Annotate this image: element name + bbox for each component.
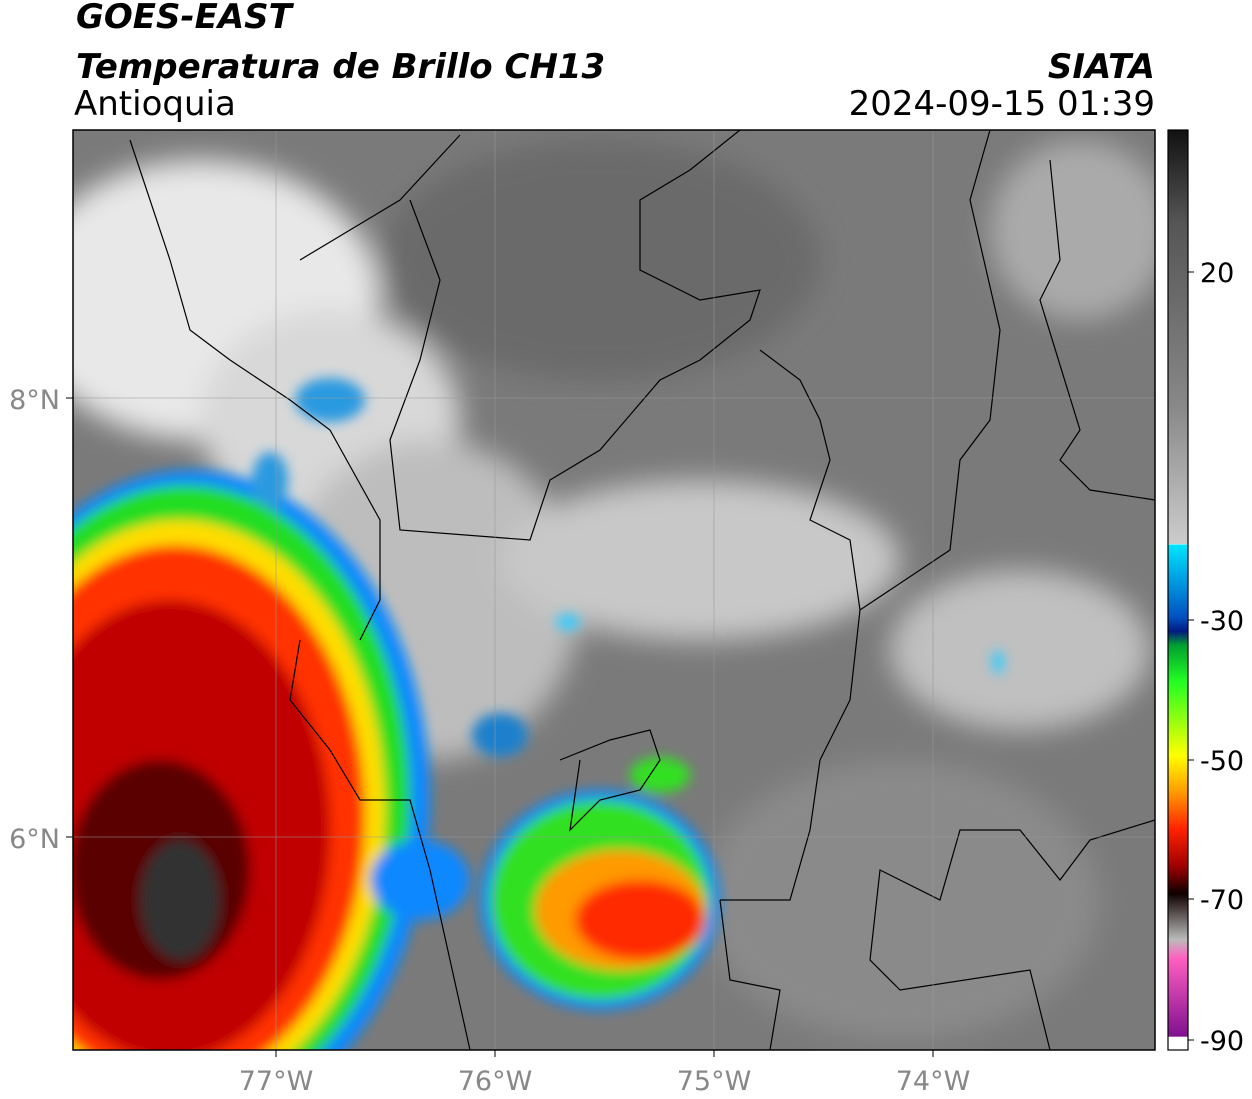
satellite-image bbox=[73, 130, 1155, 1050]
lon-label: 77°W bbox=[239, 1066, 314, 1097]
lat-label: 6°N bbox=[9, 824, 60, 855]
timestamp: 2024-09-15 01:39 bbox=[849, 84, 1155, 124]
title: GOES-EAST bbox=[76, 0, 295, 37]
colorbar bbox=[1167, 129, 1189, 1051]
lon-label: 75°W bbox=[677, 1066, 752, 1097]
lat-label: 8°N bbox=[9, 385, 60, 416]
region: Antioquia bbox=[74, 84, 236, 124]
colorbar-label: -70 bbox=[1200, 885, 1244, 916]
colorbar-label: -30 bbox=[1200, 606, 1244, 637]
subtitle: Temperatura de Brillo CH13 bbox=[76, 47, 605, 87]
colorbar-label: -90 bbox=[1200, 1026, 1244, 1057]
map-frame bbox=[72, 129, 1156, 1051]
source: SIATA bbox=[1048, 47, 1155, 87]
colorbar-label: -50 bbox=[1200, 746, 1244, 777]
lon-label: 76°W bbox=[458, 1066, 533, 1097]
lon-label: 74°W bbox=[896, 1066, 971, 1097]
colorbar-label: 20 bbox=[1200, 258, 1234, 289]
colorbar-ticks bbox=[1188, 271, 1194, 1041]
axis-ticks bbox=[66, 397, 934, 1057]
